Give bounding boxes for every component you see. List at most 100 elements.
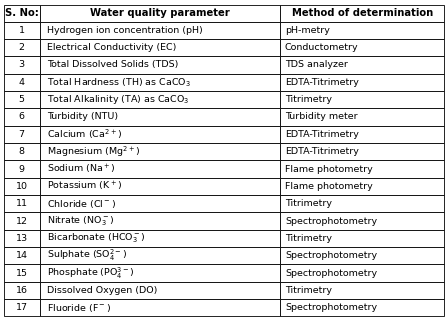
Text: 11: 11 [16,199,28,208]
Bar [280,74,444,91]
Bar [40,160,280,178]
Text: 3: 3 [19,60,25,69]
Text: Water quality parameter: Water quality parameter [90,8,230,18]
Text: 6: 6 [19,113,25,121]
Bar [4,178,40,195]
Bar [40,91,280,108]
Bar [4,212,40,230]
Text: pH-metry: pH-metry [285,26,330,35]
Bar [4,160,40,178]
Text: Flame photometry: Flame photometry [285,182,373,191]
Bar [40,56,280,74]
Bar [280,160,444,178]
Bar [40,299,280,316]
Bar [280,282,444,299]
Bar [280,230,444,247]
Bar [40,74,280,91]
Text: 1: 1 [19,26,25,35]
Text: Titrimetry: Titrimetry [285,286,332,295]
Text: Conductometry: Conductometry [285,43,358,52]
Text: Turbidity meter: Turbidity meter [285,113,358,121]
Bar [4,74,40,91]
Bar [40,22,280,39]
Bar [4,56,40,74]
Bar [280,22,444,39]
Bar [280,108,444,126]
Text: Titrimetry: Titrimetry [285,234,332,243]
Text: Titrimetry: Titrimetry [285,95,332,104]
Bar [40,39,280,56]
Text: EDTA-Titrimetry: EDTA-Titrimetry [285,130,359,139]
Text: Sodium (Na$^+$): Sodium (Na$^+$) [47,162,116,176]
Text: Spectrophotometry: Spectrophotometry [285,269,377,278]
Text: 12: 12 [16,217,28,225]
Bar [40,5,280,22]
Bar [280,91,444,108]
Text: Potassium (K$^+$): Potassium (K$^+$) [47,180,122,193]
Text: 14: 14 [16,251,28,260]
Bar [4,91,40,108]
Text: 15: 15 [16,269,28,278]
Bar [280,178,444,195]
Bar [4,22,40,39]
Text: S. No:: S. No: [5,8,39,18]
Text: 13: 13 [16,234,28,243]
Bar [40,195,280,212]
Bar [280,299,444,316]
Bar [40,143,280,160]
Bar [4,282,40,299]
Text: 5: 5 [19,95,25,104]
Bar [4,195,40,212]
Text: Calcium (Ca$^{2+}$): Calcium (Ca$^{2+}$) [47,128,122,141]
Text: Sulphate (SO$_4^{2-}$): Sulphate (SO$_4^{2-}$) [47,248,127,263]
Text: 17: 17 [16,303,28,312]
Text: Flame photometry: Flame photometry [285,164,373,174]
Text: Total Dissolved Solids (TDS): Total Dissolved Solids (TDS) [47,60,178,69]
Bar [4,39,40,56]
Bar [40,108,280,126]
Text: 16: 16 [16,286,28,295]
Bar [40,282,280,299]
Bar [4,247,40,264]
Bar [280,39,444,56]
Bar [280,56,444,74]
Bar [4,264,40,282]
Text: Total Hardness (TH) as CaCO$_3$: Total Hardness (TH) as CaCO$_3$ [47,76,191,88]
Bar [4,108,40,126]
Bar [280,195,444,212]
Text: Titrimetry: Titrimetry [285,199,332,208]
Bar [280,5,444,22]
Bar [40,126,280,143]
Text: 10: 10 [16,182,28,191]
Text: Chloride (Cl$^-$): Chloride (Cl$^-$) [47,198,116,210]
Bar [40,230,280,247]
Text: Electrical Conductivity (EC): Electrical Conductivity (EC) [47,43,177,52]
Text: Magnesium (Mg$^{2+}$): Magnesium (Mg$^{2+}$) [47,144,140,159]
Text: 4: 4 [19,78,25,87]
Text: Spectrophotometry: Spectrophotometry [285,251,377,260]
Text: Turbidity (NTU): Turbidity (NTU) [47,113,118,121]
Text: Hydrogen ion concentration (pH): Hydrogen ion concentration (pH) [47,26,202,35]
Bar [4,230,40,247]
Text: Nitrate (NO$_3^-$): Nitrate (NO$_3^-$) [47,214,114,228]
Bar [280,264,444,282]
Text: EDTA-Titrimetry: EDTA-Titrimetry [285,78,359,87]
Text: Method of determination: Method of determination [292,8,433,18]
Text: 9: 9 [19,164,25,174]
Text: EDTA-Titrimetry: EDTA-Titrimetry [285,147,359,156]
Text: Dissolved Oxygen (DO): Dissolved Oxygen (DO) [47,286,157,295]
Text: Bicarbonate (HCO$_3^-$): Bicarbonate (HCO$_3^-$) [47,232,146,245]
Bar [280,143,444,160]
Text: 8: 8 [19,147,25,156]
Text: Phosphate (PO$_4^{3-}$): Phosphate (PO$_4^{3-}$) [47,266,134,281]
Text: Fluoride (F$^-$): Fluoride (F$^-$) [47,302,111,314]
Bar [40,247,280,264]
Bar [4,126,40,143]
Bar [4,5,40,22]
Text: TDS analyzer: TDS analyzer [285,60,348,69]
Bar [4,299,40,316]
Bar [40,212,280,230]
Bar [280,247,444,264]
Bar [4,143,40,160]
Bar [40,178,280,195]
